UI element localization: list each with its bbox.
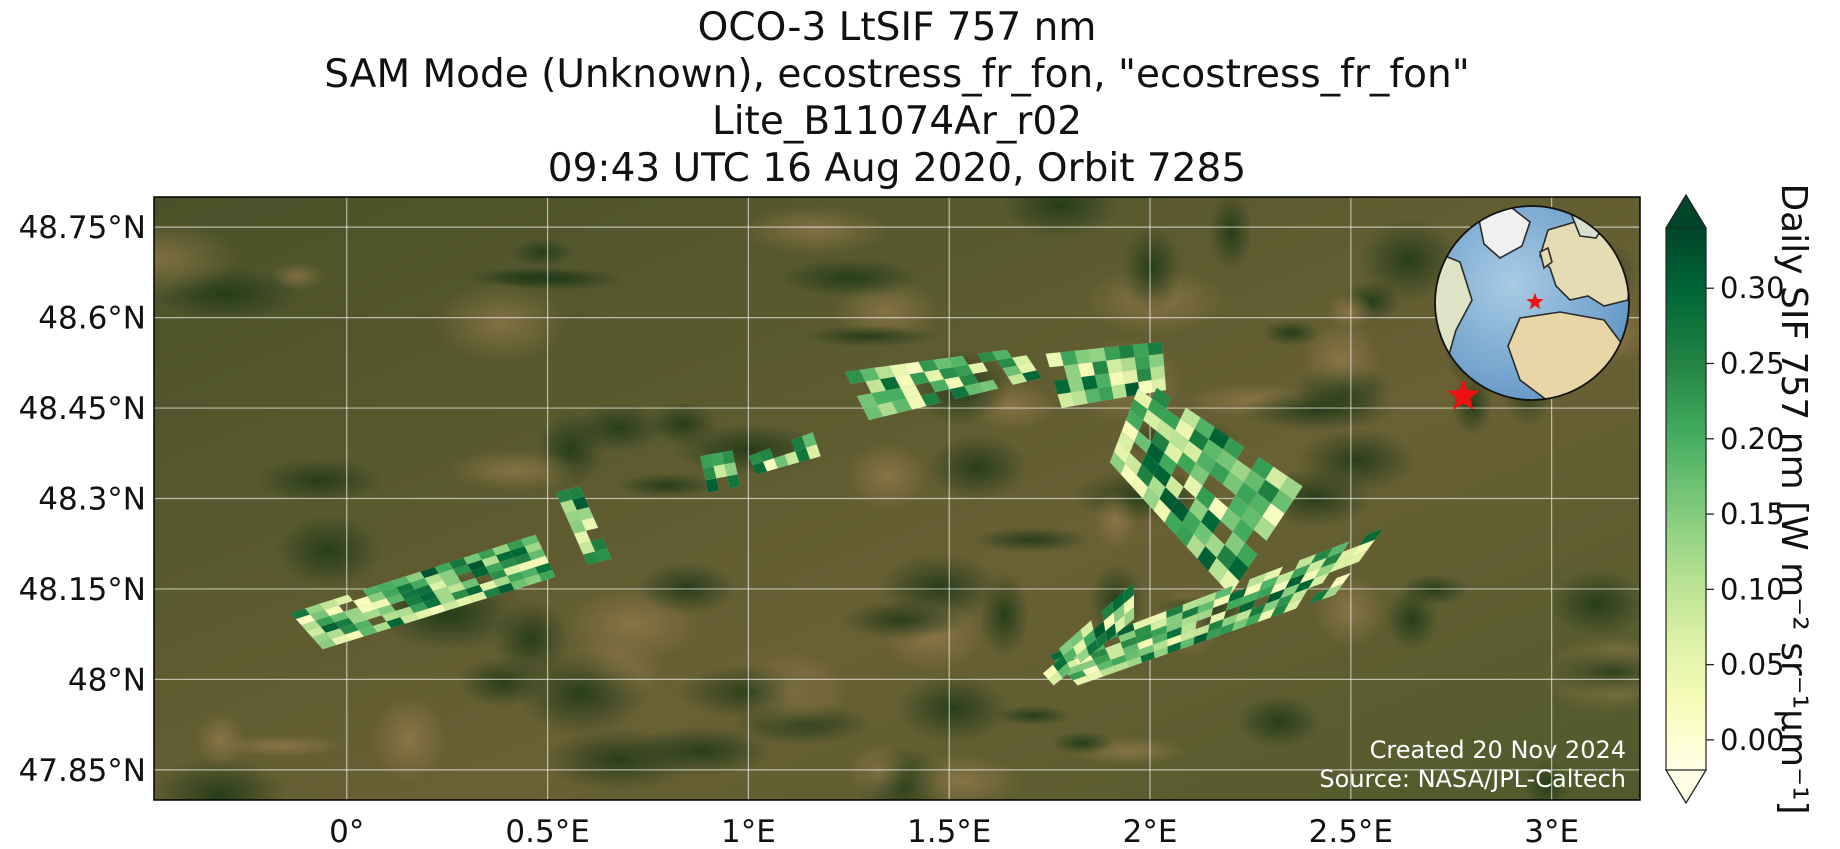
sif-cell xyxy=(1074,349,1093,365)
sif-cell xyxy=(1097,385,1115,402)
sif-cell xyxy=(1103,345,1121,361)
sif-cell xyxy=(1057,662,1072,679)
title-line-1: OCO-3 LtSIF 757 nm xyxy=(697,5,1097,50)
sif-cell xyxy=(1120,356,1137,372)
lon-tick-label: 2°E xyxy=(1123,814,1178,849)
lon-tick-label: 0.5°E xyxy=(505,814,589,849)
swath-2 xyxy=(555,486,613,566)
title-line-3: Lite_B11074Ar_r02 xyxy=(711,99,1083,144)
sif-cell xyxy=(1077,362,1096,378)
sif-swaths xyxy=(290,341,1384,686)
lon-tick-label: 3°E xyxy=(1524,814,1579,849)
sif-cell xyxy=(1282,598,1303,614)
sif-cell xyxy=(1136,367,1152,383)
sif-cell xyxy=(1132,342,1150,358)
swath-4 xyxy=(748,431,821,475)
colorbar-tick-label: 0.10 xyxy=(1720,572,1785,606)
colorbar-max-extend xyxy=(1664,193,1708,229)
colorbar-min-extend xyxy=(1664,769,1708,805)
title-line-2: SAM Mode (Unknown), ecostress_fr_fon, "e… xyxy=(324,52,1470,97)
sif-cell xyxy=(581,517,599,532)
sif-cell xyxy=(920,392,942,407)
colorbar-tick-label: 0.30 xyxy=(1720,271,1785,305)
sif-cell xyxy=(705,478,720,493)
sif-cell xyxy=(1118,344,1135,360)
swath-3 xyxy=(699,450,741,493)
colorbar-tick-label: 0.25 xyxy=(1720,347,1785,381)
lon-tick-label: 2.5°E xyxy=(1309,814,1393,849)
longitude-tick-labels: 0° 0.5°E 1°E 1.5°E 2°E 2.5°E 3°E xyxy=(329,814,1579,849)
colorbar-gradient xyxy=(1666,228,1706,770)
sif-cell xyxy=(1150,365,1166,381)
chart-title: OCO-3 LtSIF 757 nm SAM Mode (Unknown), e… xyxy=(154,4,1640,192)
colorbar-tick-label: 0.15 xyxy=(1720,497,1785,531)
latitude-tick-labels: 48.75°N 48.6°N 48.45°N 48.3°N 48.15°N 48°N 47.… xyxy=(19,210,146,789)
swath-7 xyxy=(1109,387,1303,596)
sif-cell xyxy=(1111,383,1128,400)
lat-tick-label: 48°N xyxy=(68,662,146,698)
colorbar-tick-label: 0.05 xyxy=(1720,648,1785,682)
sif-cell xyxy=(538,569,556,582)
sif-cell xyxy=(967,362,989,375)
sif-cell xyxy=(1122,369,1139,385)
lat-tick-label: 48.15°N xyxy=(19,572,146,608)
swath-5 xyxy=(844,349,1042,421)
swath-6 xyxy=(1045,341,1167,409)
colorbar: 0.00 0.05 0.10 0.15 0.20 0.25 0.30 Daily SIF 7… xyxy=(1664,183,1814,815)
locator-globe xyxy=(1434,205,1630,401)
lon-tick-label: 1.5°E xyxy=(907,814,991,849)
colorbar-tick-label: 0.20 xyxy=(1720,422,1785,456)
swath-9 xyxy=(1042,582,1135,686)
sif-cell xyxy=(1021,370,1042,382)
credit-created: Created 20 Nov 2024 xyxy=(1369,736,1626,764)
colorbar-ticks: 0.00 0.05 0.10 0.15 0.20 0.25 0.30 xyxy=(1706,271,1785,757)
sif-cell xyxy=(1253,516,1276,541)
sif-cell xyxy=(1106,358,1123,374)
sif-cell xyxy=(726,474,741,489)
sif-cell xyxy=(1147,341,1164,356)
sif-cell xyxy=(1321,583,1344,600)
sif-cell xyxy=(805,443,821,460)
sif-cell xyxy=(1124,606,1135,627)
sif-cell xyxy=(1091,360,1110,376)
sif-cell xyxy=(1343,550,1368,568)
sif-cell xyxy=(1308,572,1330,589)
sif-cell xyxy=(1089,347,1107,363)
colorbar-label: Daily SIF 757 nm [W m⁻² sr⁻¹μm⁻¹] xyxy=(1773,183,1814,814)
lon-tick-label: 1°E xyxy=(721,814,776,849)
lat-tick-label: 48.6°N xyxy=(38,301,146,337)
sif-cell xyxy=(594,548,613,563)
lat-tick-label: 48.75°N xyxy=(19,210,146,246)
swath-1 xyxy=(290,534,556,650)
lat-tick-label: 48.45°N xyxy=(19,391,146,427)
swath-8 xyxy=(1049,528,1384,686)
target-star-icon xyxy=(1447,379,1480,410)
credit-source: Source: NASA/JPL-Caltech xyxy=(1319,765,1626,793)
sif-cell xyxy=(1108,371,1126,387)
title-line-4: 09:43 UTC 16 Aug 2020, Orbit 7285 xyxy=(547,146,1247,191)
colorbar-tick-label: 0.00 xyxy=(1720,723,1785,757)
lat-tick-label: 47.85°N xyxy=(19,753,146,789)
map-frame xyxy=(153,196,1641,801)
sif-cell xyxy=(978,379,999,393)
sif-cell xyxy=(1094,373,1112,389)
sif-cell xyxy=(1148,353,1165,368)
lat-tick-label: 48.3°N xyxy=(38,482,146,518)
globe-target-star-icon xyxy=(1526,293,1544,310)
sif-cell xyxy=(1134,355,1151,370)
sif-cell xyxy=(1151,377,1167,393)
lon-tick-label: 0° xyxy=(329,814,364,849)
uk-shape xyxy=(1539,246,1553,270)
